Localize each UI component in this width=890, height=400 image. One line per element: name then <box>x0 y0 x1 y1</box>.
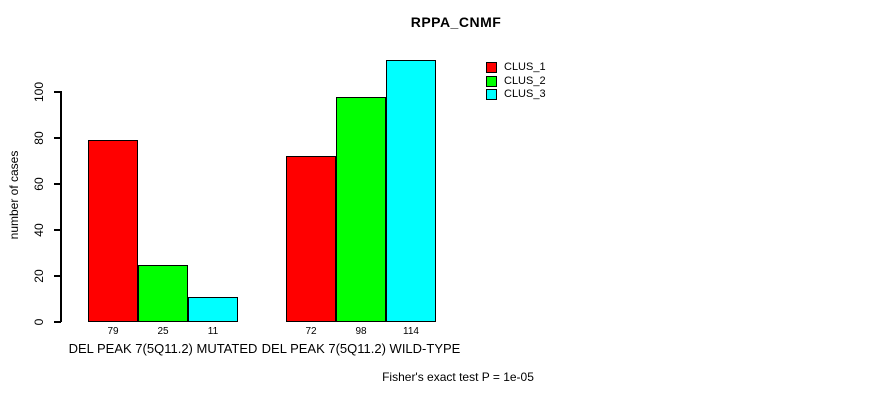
y-axis-tick <box>54 91 61 93</box>
legend-item-clus_3: CLUS_3 <box>486 89 546 100</box>
legend-swatch-clus_2 <box>486 75 497 87</box>
bar-clus_3-group2 <box>386 59 436 322</box>
bar-value-label: 11 <box>207 326 219 337</box>
x-axis-group-label: DEL PEAK 7(5Q11.2) WILD-TYPE <box>261 341 461 356</box>
legend-swatch-clus_1 <box>486 62 497 73</box>
y-axis-tick <box>54 183 61 185</box>
bar-clus_2-group1 <box>138 264 188 322</box>
y-axis-tick-label: 100 <box>32 81 46 103</box>
bar-clus_2-group2 <box>336 96 386 322</box>
legend: CLUS_1 CLUS_2 CLUS_3 <box>486 62 546 100</box>
bar-clus_1-group1 <box>88 140 138 322</box>
bar-value-label: 72 <box>305 326 317 337</box>
bar-value-label: 114 <box>403 326 419 337</box>
legend-label: CLUS_2 <box>504 74 546 87</box>
bar-value-label: 79 <box>107 326 119 337</box>
x-axis-group-label: DEL PEAK 7(5Q11.2) MUTATED <box>68 341 258 356</box>
y-axis-tick-label: 80 <box>32 131 46 145</box>
y-axis-tick-label: 40 <box>32 223 46 237</box>
legend-swatch-clus_3 <box>486 89 497 100</box>
fisher-test-annotation: Fisher's exact test P = 1e-05 <box>382 370 534 384</box>
legend-item-clus_1: CLUS_1 <box>486 62 546 73</box>
y-axis-tick <box>54 229 61 231</box>
legend-label: CLUS_3 <box>504 88 546 100</box>
bar-value-label: 25 <box>157 326 169 337</box>
y-axis-tick <box>54 321 61 323</box>
bar-clus_1-group2 <box>286 156 336 322</box>
y-axis-label: number of cases <box>7 150 21 240</box>
y-axis-tick <box>54 275 61 277</box>
y-axis-tick-label: 60 <box>32 177 46 191</box>
y-axis-tick-label: 0 <box>32 318 46 326</box>
y-axis-tick-label: 20 <box>32 269 46 283</box>
legend-item-clus_2: CLUS_2 <box>486 74 546 87</box>
chart-title: RPPA_CNMF <box>410 14 502 30</box>
y-axis-tick <box>54 137 61 139</box>
y-axis-line <box>60 91 62 322</box>
bar-clus_3-group1 <box>188 296 238 322</box>
legend-label: CLUS_1 <box>504 61 546 73</box>
bar-value-label: 98 <box>355 326 367 337</box>
